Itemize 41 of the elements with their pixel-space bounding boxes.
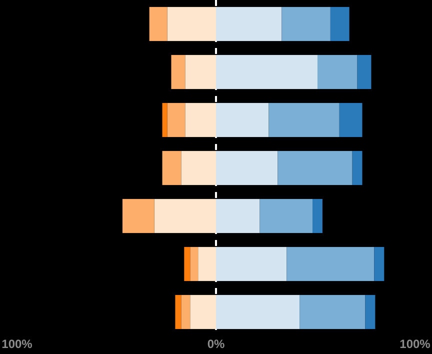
bar [286,246,374,282]
bar [162,150,182,186]
bar [198,246,216,282]
bar [216,6,282,42]
bar [184,246,190,282]
bar [268,102,340,138]
bar [181,294,190,330]
bar [190,294,216,330]
bar [282,6,330,42]
bar [185,54,216,90]
bar [278,150,352,186]
bar [216,246,287,282]
bar [330,6,350,42]
bar [216,102,269,138]
bar [352,150,362,186]
bar [149,6,168,42]
bar [154,198,216,234]
bar [312,198,322,234]
bar [185,102,216,138]
bar [181,150,216,186]
bar [365,294,376,330]
bar [122,198,154,234]
bar [167,102,186,138]
bar [374,246,384,282]
x-tick-label: 100% [2,337,33,351]
bar [357,54,372,90]
bar [216,54,318,90]
bar [190,246,198,282]
bar [175,294,182,330]
bar [260,198,313,234]
bar [216,150,278,186]
bar [300,294,366,330]
bar [339,102,362,138]
bar [167,6,216,42]
bar [216,294,300,330]
bar [317,54,358,90]
bar [216,198,260,234]
x-tick-label: 100% [400,337,431,351]
bar [171,54,186,90]
bar [162,102,168,138]
x-tick-label: 0% [207,337,225,351]
